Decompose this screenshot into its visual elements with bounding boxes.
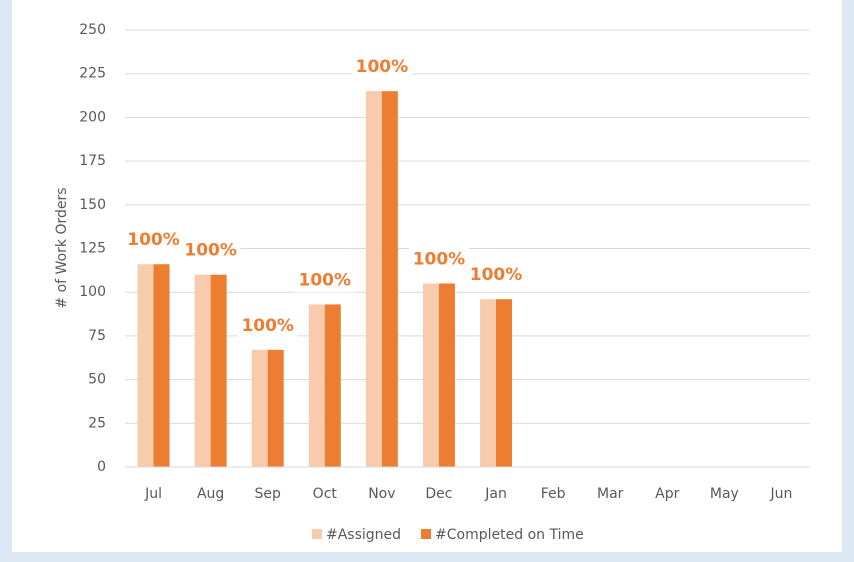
x-tick-label: Jun — [770, 486, 793, 502]
data-label-bg — [294, 268, 355, 293]
y-axis-title: # of Work Orders — [54, 187, 70, 308]
data-label: 100% — [413, 249, 466, 269]
y-tick-label: 125 — [79, 241, 106, 257]
x-tick-label: Sep — [255, 486, 282, 502]
bar — [308, 304, 325, 467]
y-tick-label: 0 — [97, 459, 106, 475]
data-label: 100% — [356, 57, 409, 77]
x-tick-label: May — [710, 486, 739, 502]
legend-label: #Assigned — [326, 527, 401, 543]
x-tick-label: Dec — [425, 486, 452, 502]
y-tick-label: 100 — [79, 284, 106, 300]
bar — [137, 264, 154, 467]
x-tick-label: Oct — [313, 486, 338, 502]
x-tick-label: Apr — [655, 486, 679, 502]
bar — [210, 274, 227, 467]
bar — [381, 91, 398, 468]
chart-area — [12, 0, 842, 552]
y-tick-label: 50 — [88, 372, 106, 388]
x-tick-label: Nov — [368, 486, 395, 502]
y-tick-label: 25 — [88, 415, 106, 431]
bar — [438, 283, 455, 467]
bar — [324, 304, 341, 467]
y-tick-label: 225 — [79, 66, 106, 82]
x-tick-label: Mar — [597, 486, 624, 502]
data-label-bg — [123, 228, 184, 253]
x-tick-label: Aug — [197, 486, 224, 502]
data-label: 100% — [184, 241, 237, 261]
legend-label: #Completed on Time — [435, 527, 584, 543]
bar — [267, 349, 284, 467]
data-label-bg — [408, 247, 469, 272]
x-tick-label: Jul — [144, 486, 162, 502]
bar — [496, 299, 513, 467]
legend-swatch — [312, 529, 322, 539]
bar — [422, 283, 439, 467]
x-tick-label: Jan — [484, 486, 507, 502]
data-label-bg — [351, 55, 412, 80]
data-label: 100% — [299, 270, 352, 290]
y-tick-label: 175 — [79, 153, 106, 169]
data-label: 100% — [241, 316, 294, 336]
y-tick-label: 150 — [79, 197, 106, 213]
data-label-bg — [237, 313, 298, 338]
bar — [251, 349, 268, 467]
y-tick-label: 200 — [79, 109, 106, 125]
y-tick-label: 75 — [88, 328, 106, 344]
data-label-bg — [466, 263, 527, 288]
bar — [153, 264, 170, 467]
data-label: 100% — [127, 230, 180, 250]
y-tick-label: 250 — [79, 22, 106, 38]
bar — [194, 274, 211, 467]
bar — [365, 91, 382, 468]
legend-swatch — [421, 529, 432, 539]
bar — [480, 299, 497, 467]
data-label: 100% — [470, 265, 523, 285]
x-tick-label: Feb — [541, 486, 566, 502]
data-label-bg — [180, 238, 241, 263]
